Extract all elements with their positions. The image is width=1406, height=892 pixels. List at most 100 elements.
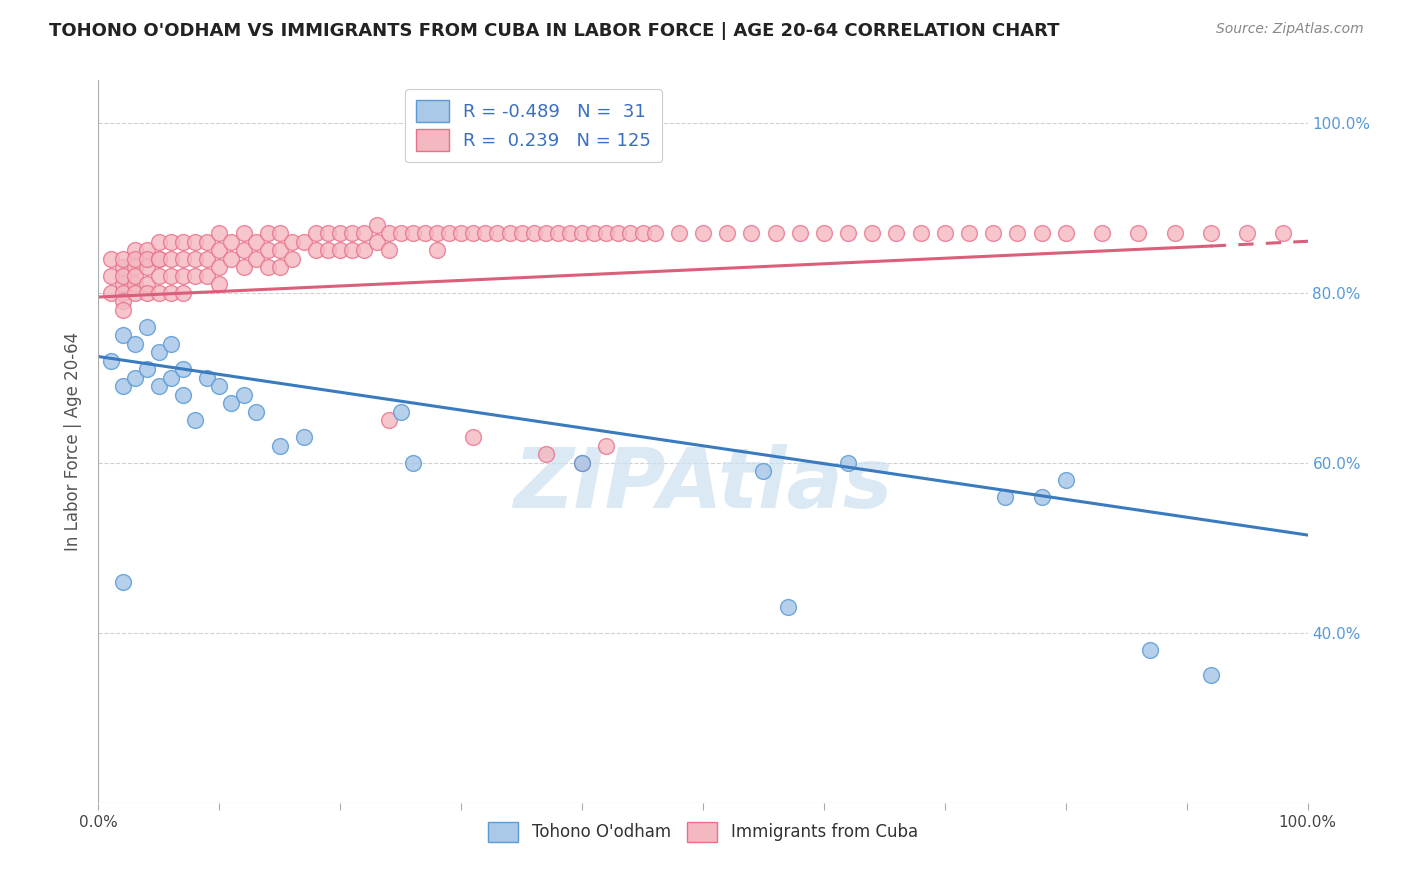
Point — [595, 227, 617, 241]
Point — [886, 227, 908, 241]
Point — [160, 235, 183, 249]
Point — [111, 294, 134, 309]
Point — [377, 244, 399, 258]
Point — [366, 235, 388, 249]
Point — [172, 252, 194, 266]
Point — [426, 227, 449, 241]
Y-axis label: In Labor Force | Age 20-64: In Labor Force | Age 20-64 — [65, 332, 83, 551]
Point — [184, 413, 207, 427]
Point — [1007, 227, 1029, 241]
Point — [135, 244, 157, 258]
Point — [100, 285, 122, 300]
Point — [716, 227, 738, 241]
Point — [402, 227, 425, 241]
Point — [148, 285, 170, 300]
Point — [366, 218, 388, 232]
Point — [463, 227, 485, 241]
Point — [981, 227, 1004, 241]
Point — [668, 227, 690, 241]
Point — [208, 379, 231, 393]
Point — [474, 227, 496, 241]
Point — [837, 456, 859, 470]
Point — [1128, 227, 1150, 241]
Point — [269, 227, 291, 241]
Point — [1163, 227, 1185, 241]
Point — [389, 405, 412, 419]
Point — [160, 268, 183, 283]
Point — [148, 235, 170, 249]
Point — [329, 244, 352, 258]
Point — [135, 285, 157, 300]
Point — [558, 227, 581, 241]
Legend: Tohono O'odham, Immigrants from Cuba: Tohono O'odham, Immigrants from Cuba — [481, 815, 925, 848]
Point — [353, 244, 375, 258]
Point — [292, 430, 315, 444]
Point — [124, 277, 146, 292]
Point — [1031, 490, 1053, 504]
Point — [221, 396, 243, 410]
Point — [195, 235, 218, 249]
Point — [571, 456, 593, 470]
Point — [135, 319, 157, 334]
Point — [135, 362, 157, 376]
Point — [232, 260, 254, 275]
Point — [583, 227, 606, 241]
Point — [1236, 227, 1258, 241]
Point — [208, 260, 231, 275]
Point — [160, 336, 183, 351]
Point — [195, 268, 218, 283]
Point — [256, 227, 278, 241]
Point — [100, 353, 122, 368]
Point — [111, 260, 134, 275]
Point — [619, 227, 641, 241]
Point — [184, 235, 207, 249]
Point — [195, 252, 218, 266]
Point — [377, 413, 399, 427]
Point — [1199, 668, 1222, 682]
Point — [523, 227, 546, 241]
Point — [437, 227, 460, 241]
Point — [789, 227, 811, 241]
Point — [377, 227, 399, 241]
Point — [860, 227, 883, 241]
Point — [498, 227, 520, 241]
Point — [269, 439, 291, 453]
Point — [100, 252, 122, 266]
Point — [148, 252, 170, 266]
Point — [994, 490, 1017, 504]
Point — [172, 235, 194, 249]
Point — [160, 252, 183, 266]
Point — [172, 362, 194, 376]
Point — [910, 227, 932, 241]
Point — [813, 227, 835, 241]
Point — [124, 285, 146, 300]
Point — [752, 464, 775, 478]
Point — [316, 244, 339, 258]
Point — [135, 252, 157, 266]
Point — [571, 227, 593, 241]
Point — [776, 600, 799, 615]
Point — [100, 268, 122, 283]
Point — [256, 244, 278, 258]
Point — [195, 371, 218, 385]
Point — [305, 227, 328, 241]
Point — [607, 227, 630, 241]
Point — [329, 227, 352, 241]
Point — [534, 447, 557, 461]
Point — [208, 227, 231, 241]
Point — [1031, 227, 1053, 241]
Point — [208, 277, 231, 292]
Point — [1272, 227, 1295, 241]
Point — [934, 227, 956, 241]
Point — [111, 252, 134, 266]
Point — [111, 328, 134, 343]
Point — [305, 244, 328, 258]
Point — [269, 260, 291, 275]
Point — [160, 285, 183, 300]
Point — [316, 227, 339, 241]
Point — [172, 268, 194, 283]
Point — [124, 268, 146, 283]
Point — [232, 244, 254, 258]
Point — [292, 235, 315, 249]
Point — [245, 235, 267, 249]
